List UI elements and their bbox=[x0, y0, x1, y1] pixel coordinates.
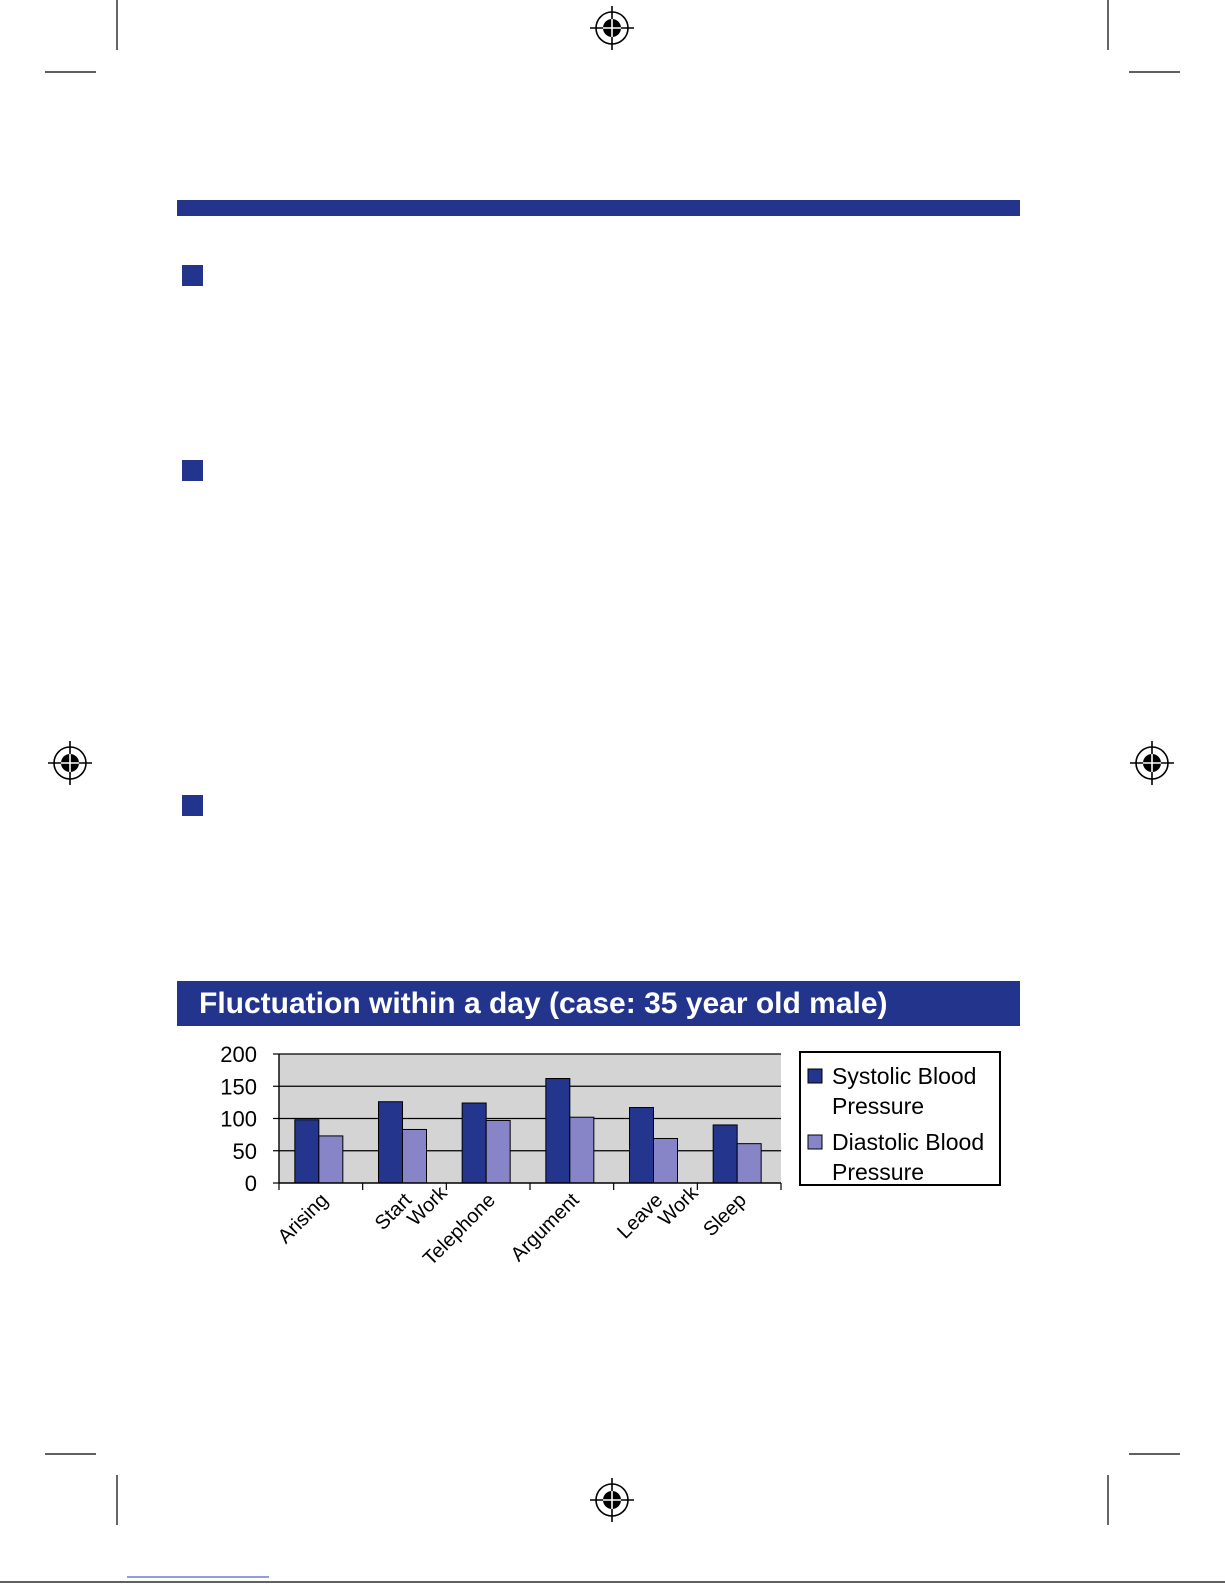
legend-label-line: Pressure bbox=[832, 1093, 924, 1119]
x-tick-label-line: Arising bbox=[274, 1189, 333, 1248]
legend-box bbox=[799, 1051, 1001, 1186]
bar bbox=[402, 1128, 427, 1184]
bar bbox=[485, 1119, 511, 1184]
legend-swatch bbox=[807, 1068, 823, 1084]
chart-title: Fluctuation within a day (case: 35 year … bbox=[177, 981, 1020, 1026]
y-tick-label: 50 bbox=[233, 1139, 257, 1164]
bar bbox=[318, 1135, 344, 1184]
bar bbox=[653, 1137, 678, 1184]
y-tick-label: 0 bbox=[245, 1171, 257, 1196]
y-tick-label: 100 bbox=[220, 1107, 257, 1132]
bar bbox=[569, 1116, 595, 1184]
x-tick-label: Argument bbox=[507, 1189, 584, 1266]
bar bbox=[294, 1119, 320, 1184]
top-rule-bar bbox=[177, 200, 1020, 216]
x-tick-label: Sleep bbox=[699, 1189, 751, 1241]
registration-mark-icon bbox=[590, 6, 634, 50]
legend-swatch bbox=[807, 1134, 823, 1150]
square-bullet-icon bbox=[182, 460, 203, 481]
registration-mark-icon bbox=[590, 1478, 634, 1522]
bar bbox=[461, 1102, 487, 1184]
square-bullet-icon bbox=[182, 265, 203, 286]
legend-label-line: Systolic Blood bbox=[832, 1063, 976, 1089]
legend-label-line: Diastolic Blood bbox=[832, 1129, 984, 1155]
bar bbox=[629, 1107, 654, 1184]
legend-label: Systolic Blood Pressure bbox=[832, 1063, 976, 1119]
y-tick-label: 150 bbox=[220, 1074, 257, 1099]
x-tick-label-line: Sleep bbox=[699, 1189, 751, 1241]
bar bbox=[736, 1143, 762, 1184]
square-bullet-icon bbox=[182, 795, 203, 816]
x-tick-label-line: Argument bbox=[507, 1189, 584, 1266]
legend-label-line: Pressure bbox=[832, 1159, 924, 1185]
bar bbox=[712, 1124, 738, 1184]
x-tick-label: Arising bbox=[274, 1189, 333, 1248]
legend-label: Diastolic Blood Pressure bbox=[832, 1129, 984, 1185]
registration-mark-icon bbox=[1130, 741, 1174, 785]
bar bbox=[378, 1101, 403, 1184]
bar bbox=[545, 1078, 571, 1184]
y-tick-label: 200 bbox=[220, 1042, 257, 1067]
registration-mark-icon bbox=[48, 741, 92, 785]
